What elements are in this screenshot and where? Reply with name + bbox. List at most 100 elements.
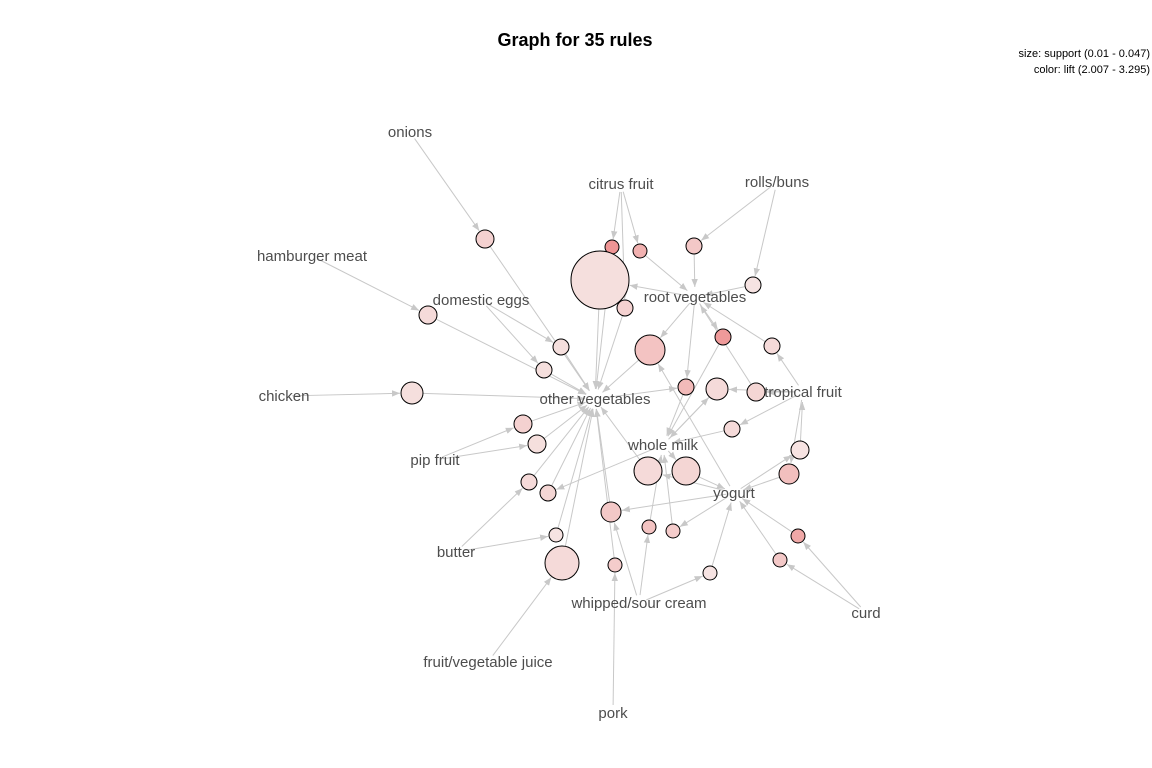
edge-arrow bbox=[622, 191, 639, 244]
rule-node-29[interactable] bbox=[665, 523, 681, 539]
edge-arrow bbox=[531, 401, 586, 422]
rule-node-7[interactable] bbox=[616, 299, 634, 317]
rule-node-18[interactable] bbox=[513, 414, 533, 434]
rule-node-25[interactable] bbox=[520, 473, 538, 491]
rule-node-9[interactable] bbox=[552, 338, 570, 356]
item-label-milk[interactable]: whole milk bbox=[627, 437, 699, 454]
rule-node-21[interactable] bbox=[790, 440, 810, 460]
edge-arrow bbox=[679, 496, 728, 528]
item-label-juice[interactable]: fruit/vegetable juice bbox=[423, 654, 552, 671]
rule-node-8[interactable] bbox=[418, 305, 438, 325]
edge-arrow bbox=[657, 363, 731, 487]
legend-color: color: lift (2.007 - 3.295) bbox=[1034, 64, 1150, 76]
edge-arrow bbox=[704, 286, 746, 297]
rule-node-19[interactable] bbox=[527, 434, 547, 454]
edge-arrow bbox=[699, 303, 719, 330]
item-label-hamburger[interactable]: hamburger meat bbox=[257, 248, 368, 265]
edge-arrow bbox=[611, 572, 618, 706]
item-label-yogurt[interactable]: yogurt bbox=[713, 485, 756, 502]
item-label-butter[interactable]: butter bbox=[437, 544, 475, 561]
edge-arrow bbox=[629, 283, 688, 297]
rule-node-17[interactable] bbox=[400, 381, 424, 405]
rule-node-5[interactable] bbox=[570, 250, 630, 310]
edge-arrow bbox=[659, 302, 691, 339]
rule-node-15[interactable] bbox=[705, 377, 729, 401]
item-label-onions[interactable]: onions bbox=[388, 124, 432, 141]
edge-arrow bbox=[703, 301, 766, 343]
rule-node-11[interactable] bbox=[714, 328, 732, 346]
edge-arrow bbox=[463, 534, 549, 552]
edge-arrow bbox=[743, 476, 780, 491]
edge-arrow bbox=[461, 487, 523, 547]
edge-arrow bbox=[592, 308, 600, 390]
rule-node-3[interactable] bbox=[632, 243, 648, 259]
edge-arrow bbox=[742, 498, 793, 533]
edge-arrow bbox=[422, 392, 586, 402]
item-label-eggs[interactable]: domestic eggs bbox=[433, 292, 530, 309]
edge-arrow bbox=[645, 255, 688, 291]
edge-arrow bbox=[550, 373, 587, 395]
rule-node-34[interactable] bbox=[702, 565, 718, 581]
item-label-tropical[interactable]: tropical fruit bbox=[764, 384, 842, 401]
rule-node-33[interactable] bbox=[607, 557, 623, 573]
edge-arrow bbox=[487, 303, 554, 343]
edge-arrow bbox=[442, 443, 528, 460]
edge-arrow bbox=[672, 430, 725, 445]
graph-title: Graph for 35 rules bbox=[497, 30, 652, 50]
item-label-rolls[interactable]: rolls/buns bbox=[745, 174, 809, 191]
edge-arrow bbox=[600, 406, 641, 461]
edge-arrow bbox=[442, 427, 514, 458]
edge-arrow bbox=[646, 575, 703, 601]
rule-node-24[interactable] bbox=[778, 463, 800, 485]
edge-arrow bbox=[698, 476, 726, 490]
rule-node-30[interactable] bbox=[790, 528, 806, 544]
edge-arrow bbox=[564, 353, 590, 391]
edge-arrow bbox=[668, 397, 710, 440]
edge-arrow bbox=[533, 406, 590, 477]
rule-node-22[interactable] bbox=[633, 456, 663, 486]
edge-arrow bbox=[666, 394, 684, 436]
rule-node-12[interactable] bbox=[763, 337, 781, 355]
rule-node-10[interactable] bbox=[634, 334, 666, 366]
rule-node-20[interactable] bbox=[723, 420, 741, 438]
edge-arrow bbox=[739, 500, 777, 555]
rule-node-16[interactable] bbox=[746, 382, 766, 402]
rule-node-13[interactable] bbox=[535, 361, 553, 379]
rule-nodes-layer bbox=[400, 229, 810, 581]
edge-arrow bbox=[613, 522, 638, 596]
rule-node-6[interactable] bbox=[744, 276, 762, 294]
edge-arrow bbox=[543, 404, 588, 439]
edge-arrow bbox=[557, 408, 594, 529]
rule-node-28[interactable] bbox=[641, 519, 657, 535]
edge-arrow bbox=[700, 186, 771, 241]
rule-node-31[interactable] bbox=[548, 527, 564, 543]
rule-node-35[interactable] bbox=[772, 552, 788, 568]
item-label-pip[interactable]: pip fruit bbox=[410, 452, 460, 469]
item-label-chicken[interactable]: chicken bbox=[259, 388, 310, 405]
edge-arrow bbox=[556, 447, 656, 490]
edge-arrow bbox=[435, 318, 587, 395]
rule-node-27[interactable] bbox=[600, 501, 622, 523]
rule-node-14[interactable] bbox=[677, 378, 695, 396]
edge-arrow bbox=[621, 493, 727, 513]
rule-node-32[interactable] bbox=[544, 545, 580, 581]
edge-arrow bbox=[776, 353, 799, 386]
item-label-pork[interactable]: pork bbox=[598, 705, 628, 722]
edge-arrow bbox=[740, 455, 792, 490]
edge-arrow bbox=[739, 395, 797, 426]
item-label-citrus[interactable]: citrus fruit bbox=[588, 176, 654, 193]
edge-arrow bbox=[593, 408, 615, 559]
rule-node-23[interactable] bbox=[671, 456, 701, 486]
item-label-whipped[interactable]: whipped/sour cream bbox=[570, 595, 706, 612]
edge-arrow bbox=[564, 408, 595, 547]
edge-arrow bbox=[711, 502, 732, 567]
edge-arrow bbox=[684, 304, 695, 379]
item-label-other[interactable]: other vegetables bbox=[540, 391, 651, 408]
item-label-curd[interactable]: curd bbox=[851, 605, 880, 622]
rule-node-26[interactable] bbox=[539, 484, 557, 502]
item-label-root[interactable]: root vegetables bbox=[644, 289, 747, 306]
rule-node-1[interactable] bbox=[475, 229, 495, 249]
edge-arrow bbox=[551, 407, 591, 487]
rule-node-4[interactable] bbox=[685, 237, 703, 255]
